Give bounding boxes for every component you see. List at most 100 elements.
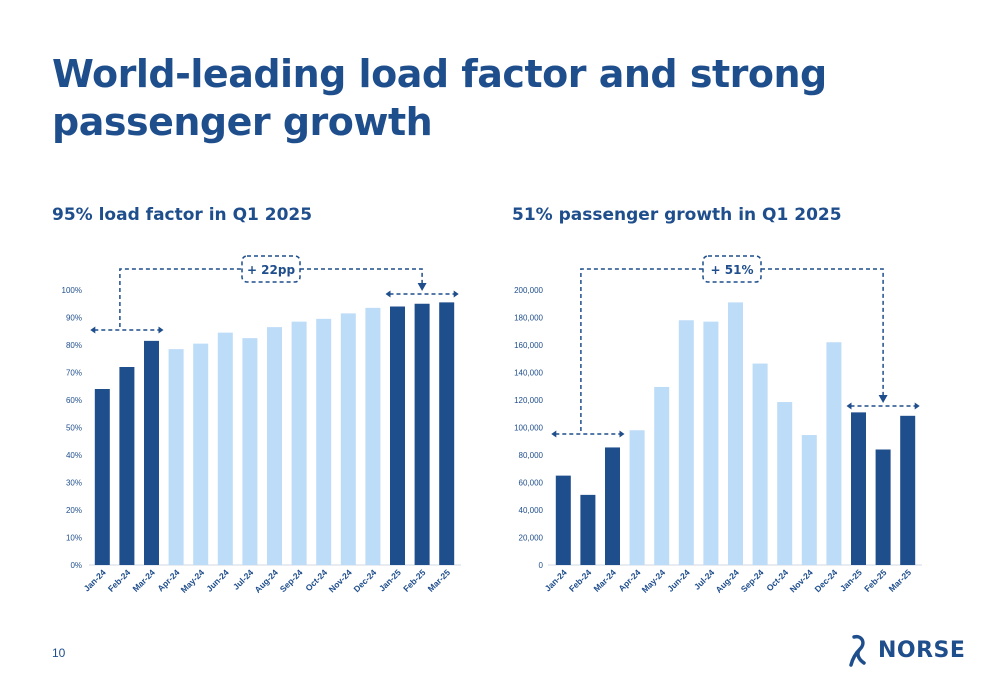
x-tick-label: Jan-24	[543, 567, 569, 593]
bar-oct-24	[316, 318, 332, 565]
growth-connector-left	[580, 268, 703, 431]
x-tick-label: Aug-24	[713, 567, 741, 595]
bar-jun-24	[678, 320, 694, 565]
bar-may-24	[654, 386, 670, 565]
x-tick-label: Apr-24	[616, 567, 642, 593]
bar-feb-24	[119, 367, 135, 565]
start-period-bracket-head-right	[619, 430, 625, 438]
bar-apr-24	[629, 430, 645, 565]
y-tick-label: 200,000	[514, 286, 543, 295]
y-tick-label: 60%	[66, 396, 82, 405]
bar-aug-24	[728, 302, 743, 565]
y-tick-label: 20%	[66, 506, 82, 515]
y-tick-label: 80,000	[519, 451, 544, 460]
x-tick-label: Feb-24	[106, 567, 133, 594]
x-tick-label: Mar-25	[887, 567, 914, 594]
end-period-bracket-head-right	[453, 290, 459, 298]
y-tick-label: 160,000	[514, 341, 543, 350]
x-tick-label: Feb-25	[401, 567, 428, 594]
x-tick-label: Jun-24	[665, 567, 692, 594]
bar-sep-24	[291, 321, 307, 565]
x-tick-label: Dec-24	[813, 567, 840, 594]
x-tick-label: Apr-24	[155, 567, 181, 593]
x-tick-label: Oct-24	[764, 567, 790, 593]
x-tick-label: Feb-25	[862, 567, 889, 594]
bar-mar-25	[439, 302, 455, 565]
y-tick-label: 80%	[66, 341, 82, 350]
bar-jan-25	[390, 306, 405, 565]
bar-jul-24	[242, 338, 258, 565]
y-tick-label: 90%	[66, 314, 82, 323]
x-tick-label: Feb-24	[567, 567, 594, 594]
load-factor-chart-title: 95% load factor in Q1 2025	[52, 205, 313, 225]
y-tick-label: 120,000	[514, 396, 543, 405]
growth-label: + 22pp	[247, 263, 296, 277]
growth-connector-right	[761, 268, 884, 396]
y-tick-label: 100,000	[514, 424, 543, 433]
norse-logo-icon	[849, 634, 866, 667]
bar-dec-24	[365, 307, 381, 565]
x-tick-label: Nov-24	[788, 567, 815, 594]
bar-nov-24	[801, 435, 817, 565]
bar-apr-24	[168, 349, 184, 565]
y-tick-label: 10%	[66, 534, 82, 543]
y-tick-label: 60,000	[519, 479, 544, 488]
growth-arrow-head	[417, 283, 427, 291]
x-tick-label: Jan-25	[377, 567, 403, 593]
growth-label-box	[241, 255, 301, 283]
y-tick-label: 100%	[62, 286, 82, 295]
bar-mar-24	[605, 447, 620, 565]
growth-connector-right	[300, 268, 423, 284]
x-tick-label: Jan-25	[838, 567, 864, 593]
x-tick-label: Nov-24	[327, 567, 354, 594]
y-tick-label: 0%	[70, 561, 82, 570]
x-tick-label: Jun-24	[204, 567, 231, 594]
norse-logo: NORSE	[848, 630, 965, 670]
bar-mar-24	[144, 340, 159, 565]
y-tick-label: 20,000	[519, 534, 544, 543]
bar-jan-24	[94, 389, 110, 565]
bar-jan-25	[851, 412, 866, 565]
bar-mar-25	[900, 415, 916, 565]
x-tick-label: Jan-24	[82, 567, 108, 593]
page-number: 10	[52, 646, 66, 660]
y-tick-label: 0	[539, 561, 544, 570]
x-tick-label: Aug-24	[252, 567, 280, 595]
load-factor-chart: 0%10%20%30%40%50%60%70%80%90%100%Jan-24F…	[62, 255, 461, 595]
end-period-bracket-head-left	[846, 402, 852, 410]
y-tick-label: 50%	[66, 424, 82, 433]
x-tick-label: Sep-24	[739, 567, 766, 594]
bar-feb-25	[875, 449, 891, 565]
growth-connector-left	[119, 268, 242, 327]
bar-nov-24	[340, 313, 356, 565]
y-tick-label: 30%	[66, 479, 82, 488]
x-tick-label: May-24	[179, 567, 207, 595]
growth-label: + 51%	[711, 263, 754, 277]
y-tick-label: 40%	[66, 451, 82, 460]
x-tick-label: Mar-25	[426, 567, 453, 594]
bar-jun-24	[217, 332, 233, 565]
x-tick-label: Dec-24	[352, 567, 379, 594]
y-tick-label: 40,000	[519, 506, 544, 515]
start-period-bracket-head-right	[158, 326, 164, 334]
bar-jan-24	[555, 475, 571, 565]
bar-aug-24	[267, 327, 282, 565]
x-tick-label: Oct-24	[303, 567, 329, 593]
y-tick-label: 140,000	[514, 369, 543, 378]
bar-oct-24	[777, 402, 793, 565]
growth-arrow-head	[878, 395, 888, 403]
x-tick-label: Mar-24	[130, 567, 157, 594]
norse-logo-text: NORSE	[878, 637, 966, 663]
x-tick-label: Sep-24	[278, 567, 305, 594]
end-period-bracket-head-right	[914, 402, 920, 410]
growth-label-box	[702, 255, 762, 283]
bar-may-24	[193, 343, 209, 565]
bar-sep-24	[752, 363, 768, 565]
x-tick-label: Jul-24	[692, 567, 717, 592]
bar-dec-24	[826, 342, 842, 565]
passenger-growth-chart-title: 51% passenger growth in Q1 2025	[512, 205, 842, 225]
bar-feb-25	[414, 303, 430, 565]
end-period-bracket-head-left	[385, 290, 391, 298]
y-tick-label: 180,000	[514, 314, 543, 323]
start-period-bracket-head-left	[90, 326, 96, 334]
